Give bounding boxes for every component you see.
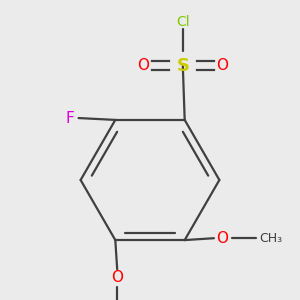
Text: Cl: Cl: [176, 15, 190, 29]
Text: O: O: [137, 58, 149, 73]
Text: F: F: [66, 110, 75, 125]
Text: CH₃: CH₃: [260, 232, 283, 245]
Text: O: O: [216, 58, 228, 73]
Text: S: S: [176, 56, 189, 74]
Text: O: O: [111, 270, 123, 285]
Text: O: O: [216, 231, 228, 246]
